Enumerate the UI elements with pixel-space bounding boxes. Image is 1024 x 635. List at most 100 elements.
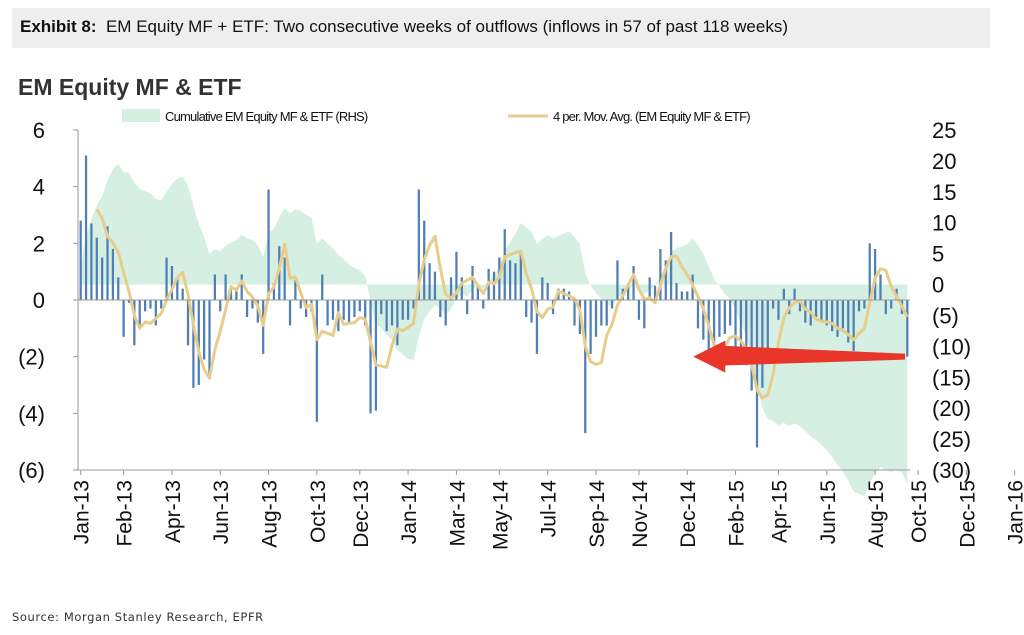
flow-bar: [439, 300, 442, 317]
flow-bar: [95, 237, 98, 300]
flow-bar: [385, 300, 388, 332]
flow-bar: [852, 300, 855, 351]
flow-bar: [546, 283, 549, 300]
flow-bar: [675, 283, 678, 300]
flow-bar: [294, 280, 297, 300]
flow-bar: [460, 277, 463, 300]
right-tick-label: (25): [932, 427, 971, 452]
flow-bar: [873, 249, 877, 300]
right-tick-label: (5): [932, 303, 959, 328]
flow-bar: [508, 260, 512, 300]
flow-bar: [143, 300, 147, 312]
flow-bar: [755, 300, 759, 448]
moving-average-line: [95, 208, 909, 400]
x-tick-label: May-14: [489, 480, 512, 550]
flow-bar: [659, 249, 662, 300]
flow-bar: [267, 189, 270, 300]
x-tick-label: Feb-15: [726, 480, 749, 547]
flow-bar: [154, 300, 157, 326]
chart-title: EM Equity MF & ETF: [18, 74, 242, 100]
flow-bar: [734, 300, 737, 349]
flow-bar: [820, 300, 823, 320]
flow-bar: [594, 300, 598, 337]
flow-bar: [772, 300, 775, 309]
flow-bar: [235, 288, 238, 300]
flow-bar: [331, 300, 335, 320]
flow-bar: [664, 260, 667, 300]
flow-bar: [401, 300, 404, 320]
x-tick-label: Apr-13: [162, 480, 185, 543]
flow-bar: [541, 277, 544, 300]
left-tick-label: 0: [33, 288, 45, 313]
flow-bar: [750, 300, 753, 391]
flow-bar: [358, 300, 361, 312]
flow-bar: [390, 300, 394, 326]
x-tick-label: Jun-13: [210, 480, 233, 544]
flow-bar: [825, 300, 828, 326]
flow-bar: [696, 300, 700, 329]
right-tick-label: (30): [932, 458, 971, 483]
right-tick-label: 0: [932, 273, 944, 298]
flow-bar: [127, 300, 131, 303]
x-tick-label: Dec-15: [956, 480, 979, 548]
flow-bar: [251, 300, 254, 309]
left-tick-label: (2): [18, 345, 45, 370]
flow-bar: [342, 300, 345, 320]
flow-bar: [192, 300, 195, 388]
legend-label-moving-average: 4 per. Mov. Avg. (EM Equity MF & ETF): [553, 109, 750, 124]
x-tick-label: Feb-13: [114, 480, 137, 547]
x-tick-label: Dec-13: [350, 480, 373, 548]
flow-bar: [492, 271, 496, 300]
flow-bar: [814, 300, 818, 317]
flow-bar: [712, 300, 716, 354]
flow-bar: [160, 300, 163, 309]
flow-bar: [868, 243, 871, 300]
legend: Cumulative EM Equity MF & ETF (RHS) 4 per…: [122, 109, 751, 124]
left-tick-label: (4): [18, 401, 45, 426]
flow-bar: [396, 300, 399, 346]
flow-bar: [589, 300, 592, 354]
flow-bar: [181, 288, 184, 300]
flow-bar: [648, 277, 651, 300]
flow-bar: [79, 220, 82, 300]
flow-bar: [723, 300, 726, 334]
flow-bar: [841, 300, 845, 329]
flow-bar: [369, 300, 372, 414]
flow-bar: [149, 300, 152, 309]
x-tick-label: Nov-14: [629, 480, 652, 548]
flow-bar: [203, 300, 206, 360]
x-tick-label: Jan-14: [398, 480, 421, 545]
flow-bar: [245, 300, 249, 317]
flow-bar: [761, 300, 764, 388]
flow-bar: [299, 300, 302, 309]
flow-bar: [101, 257, 104, 300]
flow-bar: [836, 300, 839, 337]
flow-bar: [321, 274, 324, 300]
flow-bar: [766, 300, 769, 354]
flow-bar: [283, 257, 286, 300]
flow-bar: [208, 300, 211, 380]
flow-bar: [686, 291, 689, 300]
flow-bar: [793, 288, 796, 300]
flow-bar: [347, 300, 351, 323]
flow-bar: [476, 285, 480, 300]
flow-bar: [380, 300, 383, 315]
flow-bar: [600, 300, 603, 326]
exhibit-caption: Exhibit 8: EM Equity MF + ETF: Two conse…: [20, 17, 788, 37]
flow-bar: [213, 274, 216, 300]
flow-bar: [718, 300, 721, 337]
flow-bar: [364, 300, 367, 326]
chart: 6420(2)(4)(6)2520151050(5)(10)(15)(20)(2…: [18, 109, 1024, 550]
flow-bar: [702, 300, 705, 340]
flow-bar: [466, 300, 469, 315]
flow-bar: [197, 300, 200, 385]
exhibit-title: EM Equity MF + ETF: Two consecutive week…: [105, 17, 788, 36]
right-tick-label: 25: [932, 118, 956, 143]
flow-bar: [272, 283, 276, 300]
flow-bar: [117, 277, 120, 300]
flow-bar: [627, 283, 630, 300]
flow-bar: [444, 300, 447, 326]
right-tick-label: 10: [932, 211, 956, 236]
flow-bar: [315, 300, 318, 422]
flow-bar: [240, 274, 243, 300]
